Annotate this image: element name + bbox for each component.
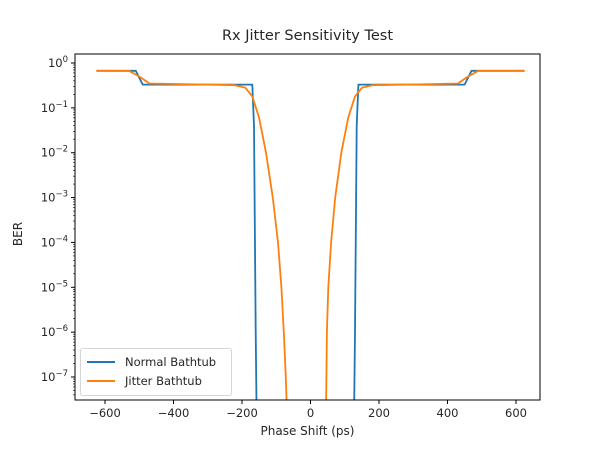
y-tick-label: 10−6 xyxy=(41,324,68,339)
x-tick-label: 0 xyxy=(307,406,314,420)
y-tick-label: 10−4 xyxy=(41,234,68,249)
x-axis: −600 −400 −200 0 200 400 600 xyxy=(89,400,527,420)
x-tick-label: −400 xyxy=(158,406,190,420)
legend: Normal Bathtub Jitter Bathtub xyxy=(80,348,232,396)
x-axis-label: Phase Shift (ps) xyxy=(260,424,355,438)
legend-item-normal: Normal Bathtub xyxy=(87,353,216,371)
x-tick-label: 600 xyxy=(505,406,527,420)
legend-line-icon xyxy=(87,380,115,382)
x-tick-label: 200 xyxy=(368,406,390,420)
plot-lines xyxy=(96,69,525,400)
y-tick-label: 10−7 xyxy=(41,369,68,384)
legend-item-jitter: Jitter Bathtub xyxy=(87,372,202,390)
y-tick-label: 10−2 xyxy=(41,145,68,160)
y-tick-label: 10−3 xyxy=(41,190,68,205)
y-tick-label: 10−5 xyxy=(41,279,68,294)
x-tick-label: −600 xyxy=(89,406,121,420)
legend-label: Jitter Bathtub xyxy=(125,374,202,388)
y-axis-label: BER xyxy=(11,221,25,247)
chart-title: Rx Jitter Sensitivity Test xyxy=(221,28,394,44)
axes-frame xyxy=(74,53,541,401)
legend-line-icon xyxy=(87,361,115,363)
legend-label: Normal Bathtub xyxy=(125,355,217,369)
jitter-bathtub-line xyxy=(96,69,525,400)
y-axis: 100 10−1 10−2 10−3 10−4 10−5 10−6 10−7 xyxy=(41,55,75,396)
x-tick-label: −200 xyxy=(226,406,258,420)
y-tick-label: 100 xyxy=(48,55,68,70)
y-tick-label: 10−1 xyxy=(41,100,68,115)
x-tick-label: 400 xyxy=(437,406,459,420)
